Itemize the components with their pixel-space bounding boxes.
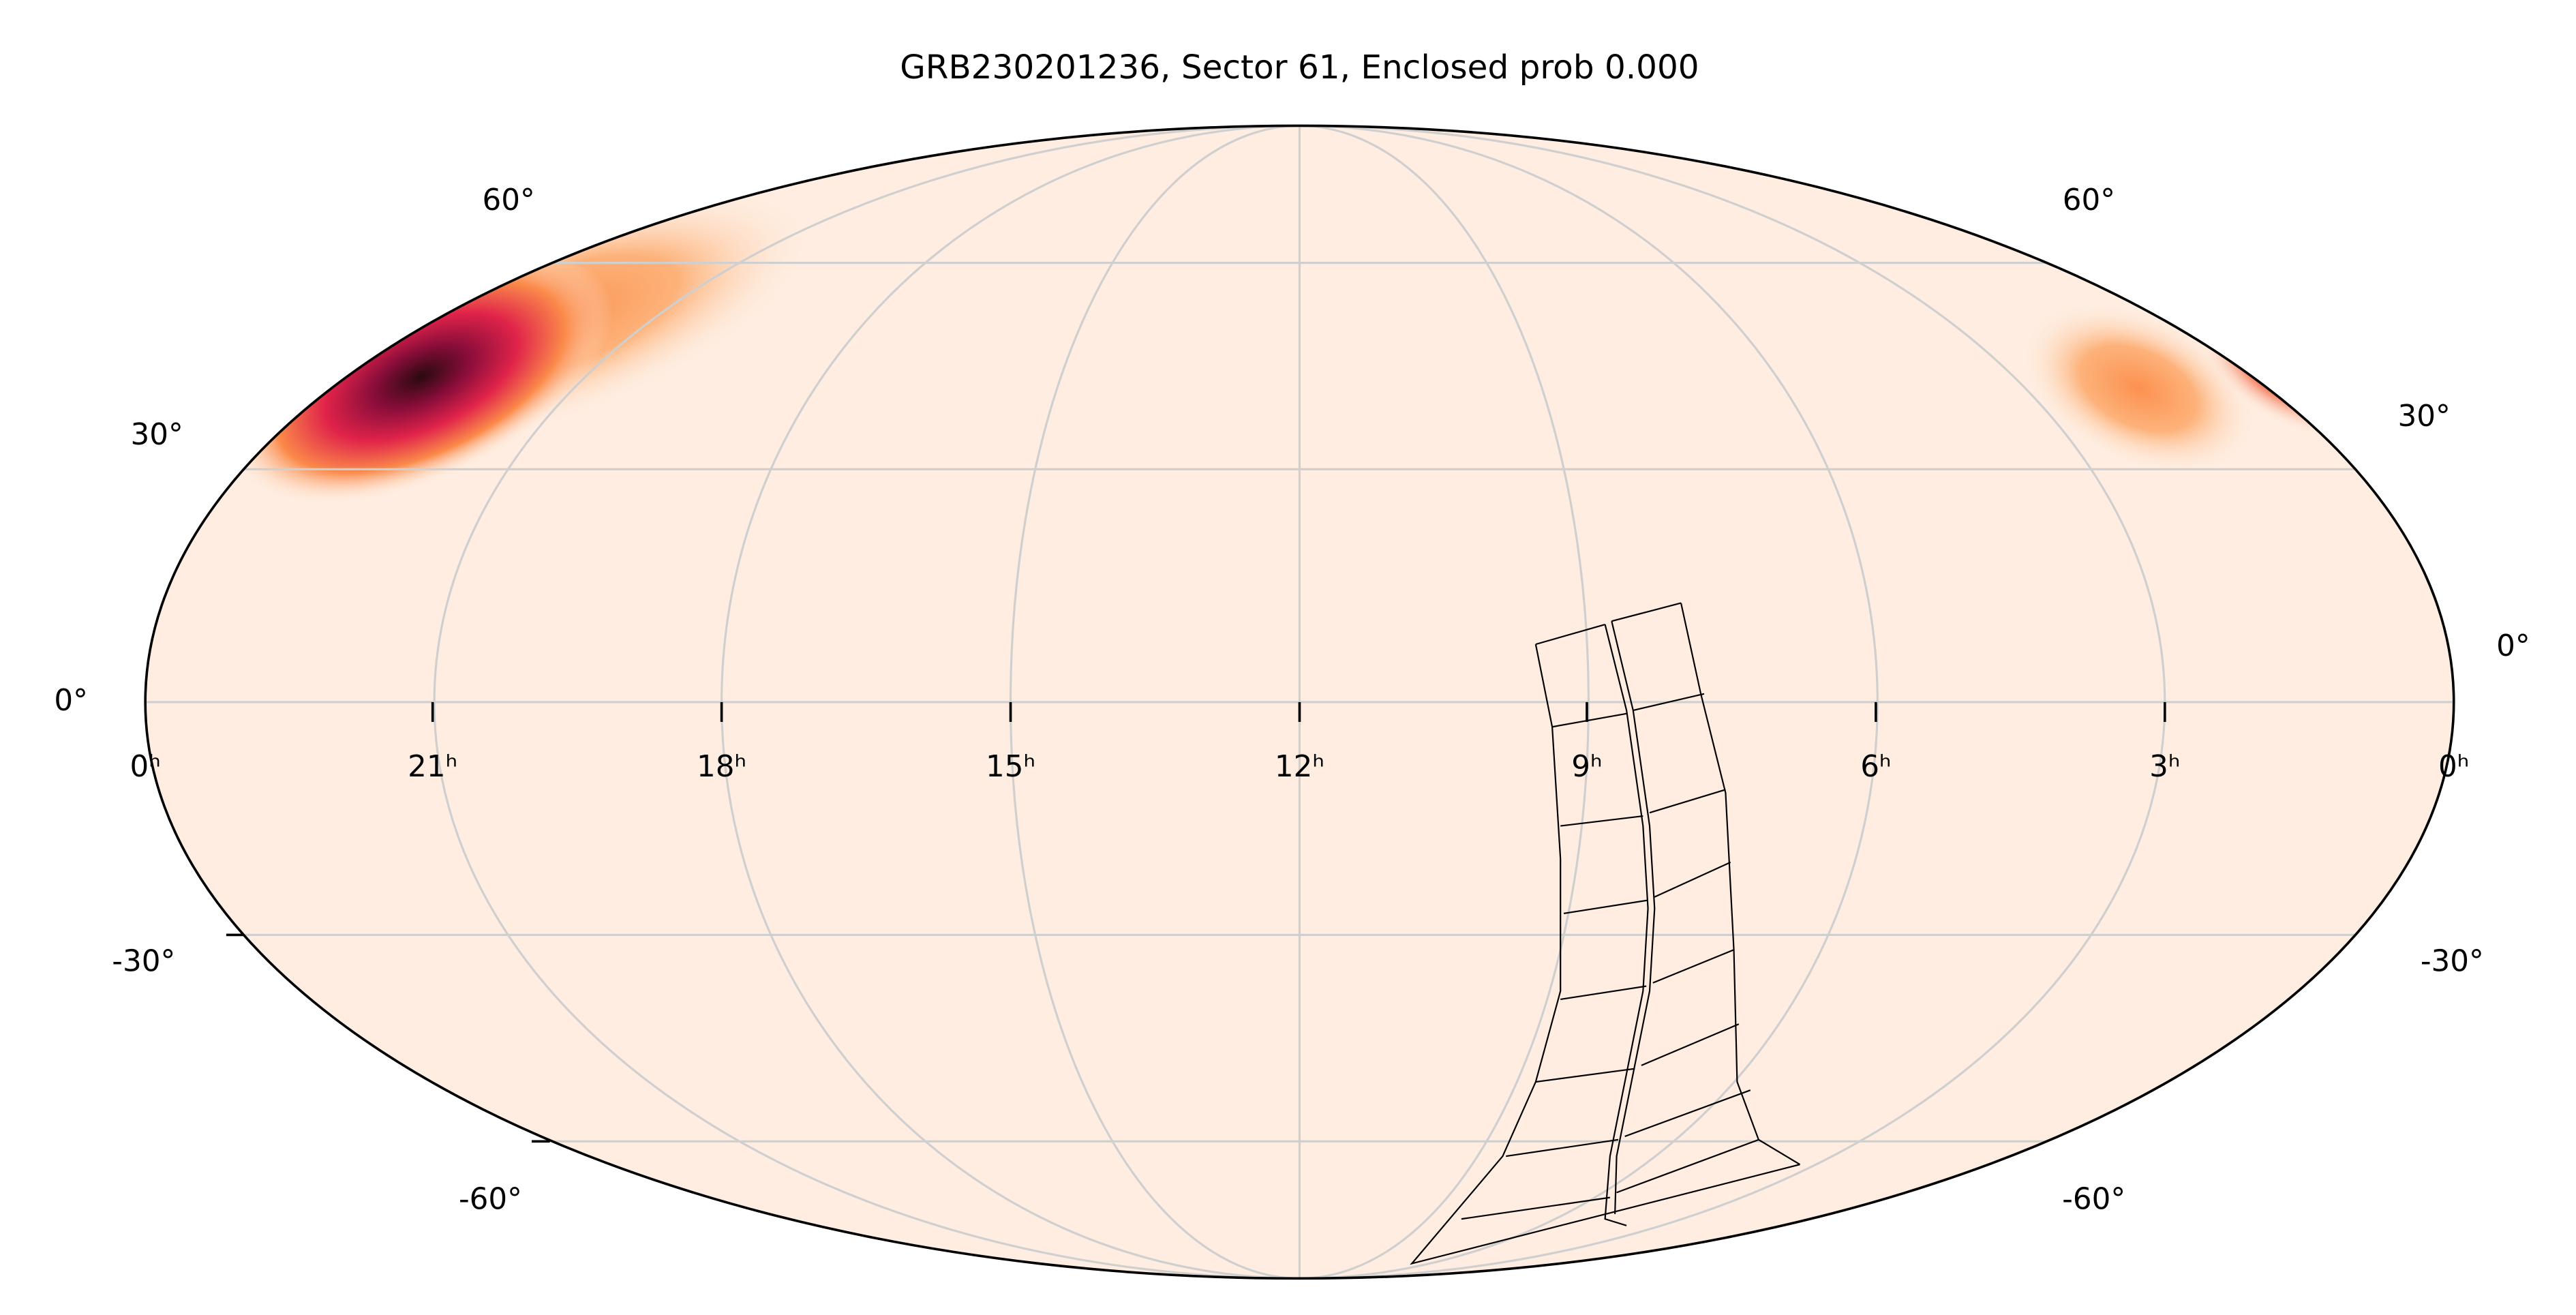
ra-label: 0ʰ — [2438, 750, 2469, 784]
sector-footprint — [1410, 602, 1801, 1265]
dec-label: -30° — [112, 945, 175, 979]
ra-label: 18ʰ — [697, 750, 746, 784]
ra-label: 15ʰ — [986, 750, 1035, 784]
dec-label: 30° — [130, 418, 183, 452]
dec-label: 0° — [54, 684, 88, 718]
dec-label: -60° — [459, 1182, 522, 1216]
dec-label: -60° — [2062, 1182, 2125, 1216]
ra-label: 12ʰ — [1275, 750, 1324, 784]
dec-label: -30° — [2421, 945, 2484, 979]
ra-label: 9ʰ — [1571, 750, 1602, 784]
map-frame — [144, 124, 2455, 1280]
ra-label: 6ʰ — [1860, 750, 1891, 784]
ra-ticks — [226, 701, 2166, 1143]
ra-label: 0ʰ — [130, 750, 160, 784]
dec-label: 60° — [482, 183, 534, 217]
title: GRB230201236, Sector 61, Enclosed prob 0… — [900, 48, 1699, 87]
dec-label: 30° — [2397, 399, 2450, 434]
dec-label: 0° — [2496, 629, 2530, 663]
ra-label: 21ʰ — [408, 750, 457, 784]
dec-label: 60° — [2063, 183, 2115, 217]
ra-label: 3ʰ — [2149, 750, 2180, 784]
